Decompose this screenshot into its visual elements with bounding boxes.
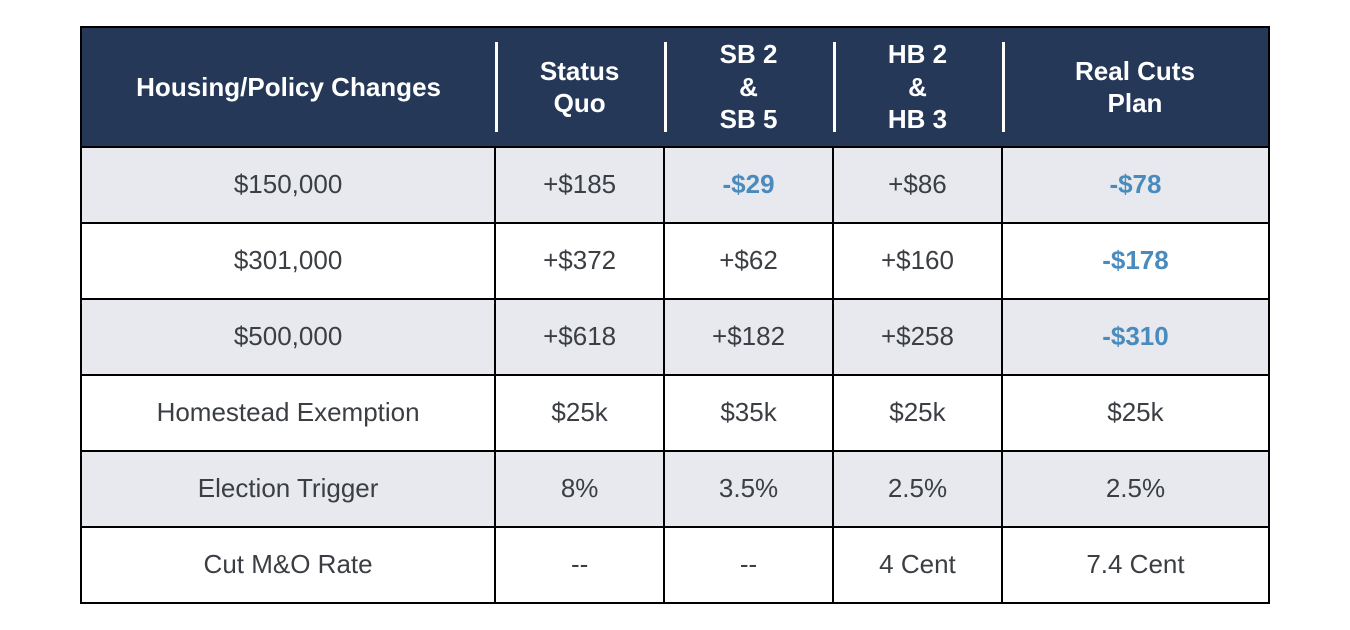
header-label-mid: &	[739, 72, 758, 102]
header-sb2-sb5: SB 2 & SB 5	[664, 27, 833, 147]
header-status-quo: Status Quo	[495, 27, 664, 147]
table-cell: $35k	[664, 375, 833, 451]
header-housing-policy: Housing/Policy Changes	[81, 27, 495, 147]
table-cell: -$310	[1002, 299, 1269, 375]
header-hb2-hb3: HB 2 & HB 3	[833, 27, 1002, 147]
header-label-line2: SB 5	[720, 104, 778, 134]
table-cell: $25k	[1002, 375, 1269, 451]
header-label-line2: Quo	[554, 88, 606, 118]
header-label-mid: &	[908, 72, 927, 102]
table-cell: +$258	[833, 299, 1002, 375]
table-cell: --	[495, 527, 664, 603]
table-cell: Cut M&O Rate	[81, 527, 495, 603]
table-row: Election Trigger8%3.5%2.5%2.5%	[81, 451, 1269, 527]
table-cell: +$86	[833, 147, 1002, 223]
table-cell: $25k	[833, 375, 1002, 451]
table-row: Cut M&O Rate----4 Cent7.4 Cent	[81, 527, 1269, 603]
header-label-line1: HB 2	[888, 39, 947, 69]
table-cell: 7.4 Cent	[1002, 527, 1269, 603]
table-cell: Homestead Exemption	[81, 375, 495, 451]
table: Housing/Policy Changes Status Quo SB 2 &…	[80, 26, 1270, 604]
table-cell: 4 Cent	[833, 527, 1002, 603]
table-cell: +$160	[833, 223, 1002, 299]
table-cell: $500,000	[81, 299, 495, 375]
table-cell: +$618	[495, 299, 664, 375]
table-cell: $150,000	[81, 147, 495, 223]
table-row: $500,000+$618+$182+$258-$310	[81, 299, 1269, 375]
table-row: Homestead Exemption$25k$35k$25k$25k	[81, 375, 1269, 451]
header-label-line1: Status	[540, 56, 619, 86]
table-cell: +$372	[495, 223, 664, 299]
table-cell: 8%	[495, 451, 664, 527]
table-cell: +$182	[664, 299, 833, 375]
table-cell: +$185	[495, 147, 664, 223]
header-real-cuts: Real Cuts Plan	[1002, 27, 1269, 147]
table-cell: --	[664, 527, 833, 603]
table-cell: Election Trigger	[81, 451, 495, 527]
table-cell: 2.5%	[833, 451, 1002, 527]
header-label-line1: SB 2	[720, 39, 778, 69]
header-label-line2: Plan	[1108, 88, 1163, 118]
header-row: Housing/Policy Changes Status Quo SB 2 &…	[81, 27, 1269, 147]
table-header: Housing/Policy Changes Status Quo SB 2 &…	[81, 27, 1269, 147]
header-label-line1: Real Cuts	[1075, 56, 1195, 86]
table-cell: -$178	[1002, 223, 1269, 299]
policy-comparison-table: Housing/Policy Changes Status Quo SB 2 &…	[80, 26, 1270, 604]
table-body: $150,000+$185-$29+$86-$78$301,000+$372+$…	[81, 147, 1269, 603]
table-cell: +$62	[664, 223, 833, 299]
header-label: Housing/Policy Changes	[136, 72, 441, 102]
header-label-line2: HB 3	[888, 104, 947, 134]
table-cell: -$29	[664, 147, 833, 223]
table-cell: 2.5%	[1002, 451, 1269, 527]
table-cell: -$78	[1002, 147, 1269, 223]
table-row: $301,000+$372+$62+$160-$178	[81, 223, 1269, 299]
table-row: $150,000+$185-$29+$86-$78	[81, 147, 1269, 223]
table-cell: $25k	[495, 375, 664, 451]
table-cell: $301,000	[81, 223, 495, 299]
table-cell: 3.5%	[664, 451, 833, 527]
